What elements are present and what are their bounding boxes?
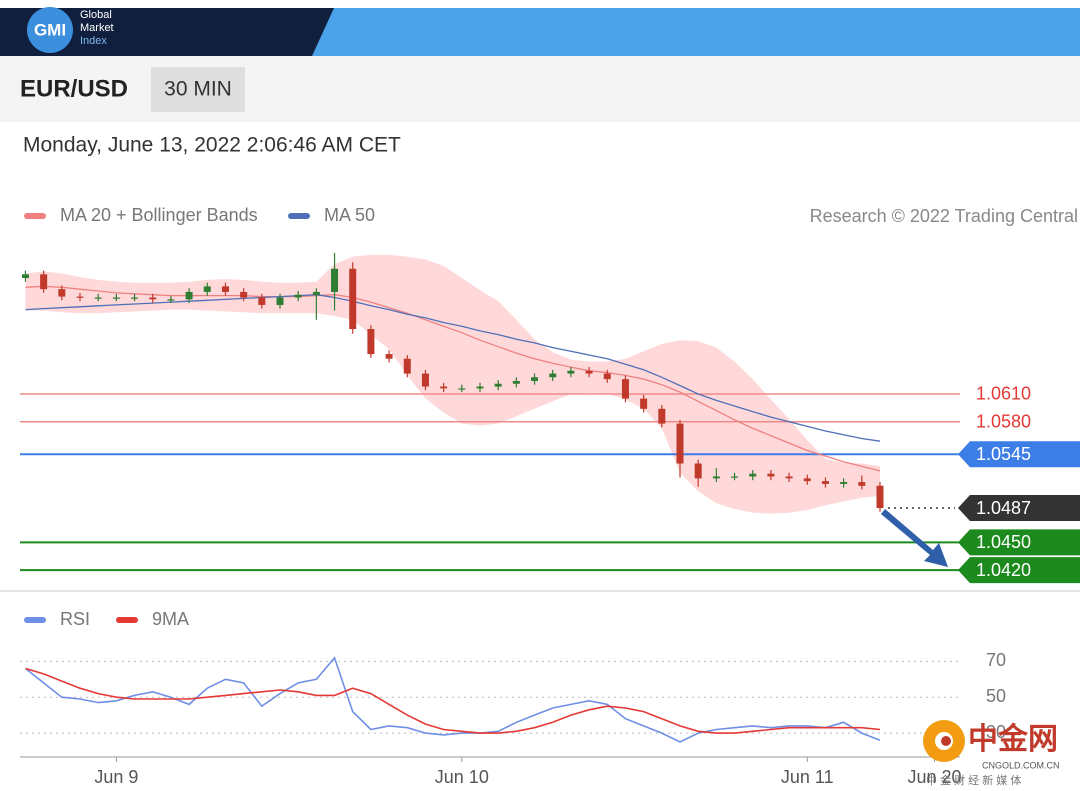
logo-circle — [27, 7, 73, 53]
candle-body — [149, 297, 157, 300]
level-tag — [958, 557, 1080, 584]
ma-line — [25, 285, 881, 472]
candle-body — [403, 358, 411, 374]
candle-body — [76, 296, 84, 298]
candle-body — [94, 297, 102, 299]
timeframe-box[interactable] — [151, 67, 245, 112]
candle-body — [840, 482, 848, 484]
candle-body — [531, 377, 539, 381]
annotation: Research © 2022 Trading Central — [810, 206, 1078, 226]
legend-swatch — [24, 617, 46, 623]
plot: MA 20 + Bollinger Bands MA 50 1.0610 1.0580… — [20, 205, 1080, 787]
candle-body — [367, 329, 375, 355]
level-label: 1.0420 — [976, 560, 1031, 580]
symbol: EUR/USD — [20, 75, 128, 102]
watermark-tagline: 中 金 财 经 新 媒 体 — [926, 773, 1021, 787]
candle-body — [185, 291, 193, 300]
candle-body — [821, 481, 829, 484]
candle-body — [131, 297, 139, 299]
candle-body — [221, 286, 229, 292]
candle-body — [712, 476, 720, 479]
legend-label: 9MA — [152, 609, 189, 629]
candle-body — [421, 373, 429, 387]
rsi-line — [25, 667, 881, 734]
candle-body — [494, 383, 502, 387]
candle-body — [858, 482, 866, 486]
level-label: 1.0545 — [976, 444, 1031, 464]
y-tick-label: 30 — [986, 722, 1006, 742]
level-label: 1.0610 — [976, 384, 1031, 404]
candle-body — [112, 297, 120, 299]
watermark-logo — [941, 736, 951, 746]
candle-body — [240, 291, 248, 298]
level-tag — [958, 495, 1080, 522]
candle-body — [458, 388, 466, 390]
candle-body — [276, 297, 284, 305]
level-tag — [958, 441, 1080, 468]
legend-label: RSI — [60, 609, 90, 629]
level-label: 1.0450 — [976, 532, 1031, 552]
brand-line: Global — [80, 9, 112, 21]
candle-body — [621, 379, 629, 399]
candle-body — [294, 294, 302, 298]
candle-body — [749, 473, 757, 477]
y-tick-label: 70 — [986, 650, 1006, 670]
bollinger-band — [25, 254, 880, 514]
logo-text: GMI — [34, 20, 66, 39]
legend-swatch — [288, 213, 310, 219]
candle-body — [258, 297, 266, 305]
brand-line: Market — [80, 22, 114, 34]
candle-body — [876, 485, 884, 509]
watermark-name: 中金网 — [968, 722, 1058, 756]
candle-body — [658, 408, 666, 424]
candle-body — [640, 398, 648, 409]
x-tick-label: Jun 11 — [781, 767, 834, 787]
candle-body — [21, 274, 29, 279]
y-tick-label: 50 — [986, 686, 1006, 706]
rsi-line — [25, 656, 881, 743]
candle-body — [785, 476, 793, 479]
candle-body — [585, 370, 593, 374]
x-tick-label: Jun 9 — [94, 767, 138, 787]
candle-body — [767, 473, 775, 477]
candle-body — [385, 354, 393, 359]
level-label: 1.0487 — [976, 498, 1031, 518]
candle-body — [549, 373, 557, 378]
candle-body — [603, 373, 611, 380]
candle-body — [676, 423, 684, 464]
candle-body — [512, 380, 520, 384]
level-label: 1.0580 — [976, 412, 1031, 432]
legend-swatch — [116, 617, 138, 623]
logo-band — [0, 8, 334, 56]
watermark-url: CNGOLD.COM.CN — [982, 760, 1060, 770]
candle-body — [476, 386, 484, 389]
candle-body — [167, 299, 175, 301]
candle-body — [440, 386, 448, 389]
ma-line — [25, 294, 881, 442]
candle-body — [731, 476, 739, 478]
candle-body — [40, 274, 48, 290]
candle-body — [331, 268, 339, 292]
x-tick-label: Jun 20 — [908, 767, 962, 787]
legend-label: MA 50 — [324, 205, 375, 225]
candle-body — [803, 478, 811, 482]
candle-body — [567, 370, 575, 374]
candle-body — [312, 291, 320, 295]
candle-body — [349, 268, 357, 330]
brand-line: Index — [80, 35, 107, 47]
forecast-arrow — [881, 509, 948, 567]
watermark: 中金网 CNGOLD.COM.CN 中 金 财 经 新 媒 体 — [923, 720, 1060, 787]
timeframe[interactable]: 30 MIN — [164, 78, 232, 101]
candle-body — [58, 289, 66, 297]
candle-body — [694, 463, 702, 479]
legend-swatch — [24, 213, 46, 219]
x-tick-label: Jun 10 — [435, 767, 489, 787]
legend-label: MA 20 + Bollinger Bands — [60, 205, 258, 225]
level-tag — [958, 529, 1080, 556]
date: Monday, June 13, 2022 2:06:46 AM CET — [23, 134, 401, 157]
candle-body — [203, 286, 211, 292]
